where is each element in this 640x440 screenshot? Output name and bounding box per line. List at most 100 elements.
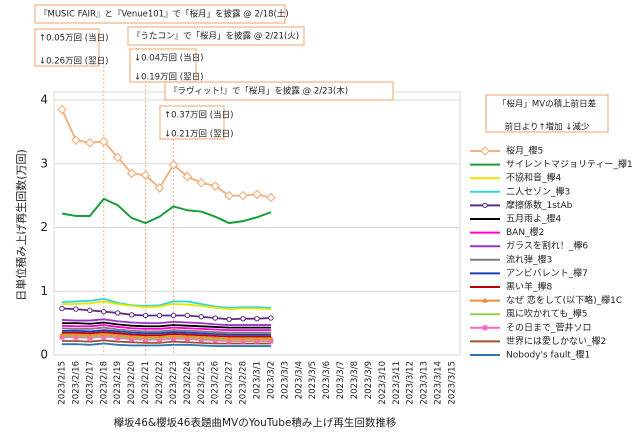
- point: [115, 335, 121, 341]
- x-tick-label: 2023/3/11: [392, 361, 402, 405]
- point: [254, 338, 260, 344]
- legend-label: 流れ弾_櫻3: [506, 253, 552, 265]
- legend-marker: [482, 202, 488, 209]
- y-tick-label: 2: [40, 220, 48, 234]
- point: [154, 183, 165, 193]
- point: [71, 135, 81, 146]
- point: [184, 333, 191, 339]
- series-line: [62, 329, 271, 336]
- annotation-text: 『うたコン』で「桜月」を披露 @ 2/21(火): [132, 31, 299, 42]
- x-tick-label: 2023/2/25: [197, 361, 207, 405]
- point: [98, 136, 109, 147]
- point: [268, 315, 274, 321]
- y-tick-label: 0: [40, 348, 48, 362]
- point: [196, 178, 207, 188]
- annotation-box: [34, 4, 286, 24]
- point: [126, 168, 137, 179]
- annotation-box: [34, 28, 100, 67]
- x-tick-label: 2023/3/6: [322, 361, 332, 399]
- annotation-text: ↑0.37万回 (当日): [164, 110, 233, 121]
- point: [112, 152, 123, 163]
- x-tick-label: 2023/2/16: [71, 361, 81, 405]
- legend-label: 五月雨よ_櫻4: [506, 213, 562, 225]
- series-line: [61, 324, 271, 332]
- x-tick-label: 2023/2/17: [85, 361, 95, 405]
- x-tick-label: 2023/3/12: [406, 361, 416, 405]
- x-tick-label: 2023/2/22: [155, 361, 165, 405]
- point: [140, 170, 151, 181]
- x-tick-label: 2023/2/15: [58, 361, 68, 405]
- legend-label: なぜ 恋をして(以下略)_欅1C: [506, 294, 622, 306]
- legend-label: 不協和音_欅4: [506, 172, 562, 184]
- x-axis-label: 欅坂46&櫻坂46表題曲MVのYouTube積み上げ再生回数推移: [114, 416, 397, 429]
- point: [212, 334, 219, 340]
- annotation-text: ↑0.05万回 (当日): [39, 33, 108, 44]
- series-line: [62, 342, 271, 347]
- legend-label: 摩擦係数_1stAb: [506, 199, 573, 211]
- x-tick-label: 2023/3/13: [420, 361, 430, 405]
- y-tick-label: 3: [40, 156, 48, 170]
- series-line: [62, 300, 271, 311]
- series-line: [62, 333, 271, 340]
- point: [254, 315, 260, 322]
- x-tick-label: 2023/2/23: [169, 361, 179, 405]
- annotation-text: ↓0.21万回 (翌日): [164, 130, 233, 140]
- x-tick-label: 2023/3/2: [266, 361, 276, 399]
- x-tick-label: 2023/2/18: [99, 361, 109, 405]
- annotation-box: [127, 26, 305, 46]
- x-tick-label: 2023/3/14: [434, 361, 444, 405]
- point: [182, 171, 193, 182]
- point: [184, 336, 190, 342]
- x-tick-label: 2023/3/4: [294, 361, 304, 399]
- x-tick-label: 2023/3/8: [350, 361, 360, 399]
- point: [72, 331, 79, 337]
- point: [156, 334, 163, 340]
- point: [85, 137, 95, 148]
- y-tick-label: 4: [40, 93, 48, 107]
- point: [115, 310, 121, 316]
- series-line: [61, 109, 272, 199]
- point: [86, 332, 93, 338]
- series-line: [61, 318, 271, 326]
- point: [59, 331, 65, 337]
- legend-marker: [482, 325, 488, 331]
- point: [170, 312, 177, 319]
- x-tick-label: 2023/2/24: [183, 361, 193, 405]
- legend-label: 風に吹かれても_欅5: [506, 308, 588, 320]
- point: [226, 335, 233, 341]
- y-tick-label: 1: [40, 284, 48, 298]
- annotation-text: ↓0.19万回 (翌日): [134, 73, 203, 83]
- point: [59, 305, 65, 312]
- legend-label: 黒い羊_欅8: [506, 281, 553, 293]
- point: [226, 338, 232, 344]
- series-line: [62, 321, 271, 329]
- point: [128, 333, 135, 339]
- series-line: [61, 197, 272, 225]
- point: [73, 306, 79, 312]
- annotation-box: [129, 48, 197, 83]
- point: [157, 337, 162, 343]
- x-tick-label: 2023/3/3: [280, 361, 290, 399]
- point: [198, 337, 204, 343]
- series-line: [62, 335, 271, 342]
- legend-label: 二人セゾン_欅3: [506, 186, 570, 197]
- legend-label: 桜月_櫻5: [506, 145, 543, 157]
- annotation-box: [485, 94, 609, 133]
- x-tick-label: 2023/3/7: [336, 361, 346, 399]
- series-line: [62, 334, 271, 341]
- legend-label: アンビバレント_欅7: [506, 268, 588, 279]
- x-tick-label: 2023/3/5: [308, 361, 318, 399]
- point: [238, 190, 248, 201]
- point: [101, 308, 107, 315]
- legend-label: Nobody's fault_櫻1: [506, 349, 590, 361]
- point: [252, 189, 262, 200]
- point: [267, 335, 274, 341]
- point: [184, 312, 191, 319]
- point: [128, 312, 135, 318]
- point: [198, 314, 204, 320]
- point: [170, 332, 177, 338]
- point: [240, 315, 246, 322]
- annotation-text: 『ラヴィット!』で「桜月」を披露 @ 2/23(木): [169, 86, 348, 97]
